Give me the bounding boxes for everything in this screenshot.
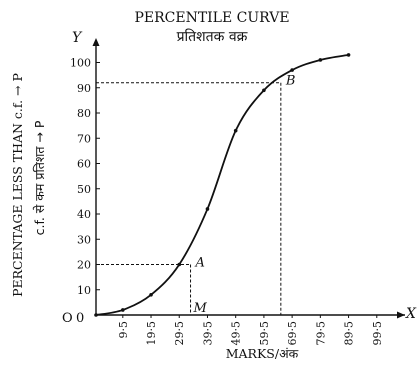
percentile-curve xyxy=(95,54,349,316)
y-tick-label: 60 xyxy=(77,158,91,171)
tick-labels: 10 20 30 40 50 60 70 80 90 100 9·5 19·5 29·5 39·5 49·5… xyxy=(62,30,417,346)
axes xyxy=(92,38,405,319)
guide-lines xyxy=(96,82,282,315)
data-point xyxy=(149,293,153,297)
data-point xyxy=(205,207,210,211)
x-tick-label: 19·5 xyxy=(145,321,158,346)
y-axis-arrow xyxy=(92,38,100,46)
point-label-b: B xyxy=(285,74,296,89)
y-tick-label: 30 xyxy=(77,233,91,246)
y-tick-label: 40 xyxy=(77,208,91,221)
x-axis-letter: X xyxy=(405,306,417,322)
data-point xyxy=(346,53,351,57)
y-tick-label: 80 xyxy=(77,107,91,120)
origin-label: O xyxy=(62,311,73,326)
y-tick-label: 100 xyxy=(70,57,91,70)
data-point xyxy=(262,88,266,93)
y-tick-label: 70 xyxy=(77,132,91,145)
data-point xyxy=(290,68,294,72)
x-tick-label: 69·5 xyxy=(286,321,299,346)
y-axis-label: PERCENTAGE LESS THAN c.f. → P xyxy=(10,73,25,297)
x-tick-label: 59·5 xyxy=(258,321,271,346)
y-tick-label: 10 xyxy=(77,284,91,297)
data-point xyxy=(94,313,98,317)
point-label-m: M xyxy=(193,301,208,316)
y-tick-label: 20 xyxy=(77,259,91,272)
x-tick-label: 99·5 xyxy=(371,321,384,346)
data-point xyxy=(233,128,238,133)
point-label-a: A xyxy=(195,256,205,271)
x-axis-label: MARKS/अंक xyxy=(226,346,299,361)
x-tick-label: 39·5 xyxy=(201,321,214,346)
x-axis-arrow xyxy=(397,311,405,319)
x-tick-label: 9·5 xyxy=(117,321,130,339)
origin-zero: 0 xyxy=(76,311,84,326)
curve-layer xyxy=(94,53,351,317)
annotations: A B M xyxy=(193,74,296,316)
y-tick-label: 90 xyxy=(77,82,91,95)
x-tick-label: 79·5 xyxy=(314,321,327,346)
y-axis-letter: Y xyxy=(72,30,83,46)
y-tick-label: 50 xyxy=(77,183,91,196)
x-tick-label: 89·5 xyxy=(343,321,356,346)
data-point xyxy=(318,58,323,62)
data-point xyxy=(177,262,182,267)
chart-subtitle: प्रतिशतक वक्र xyxy=(177,28,248,45)
chart-title: PERCENTILE CURVE xyxy=(134,10,289,26)
x-tick-label: 49·5 xyxy=(230,321,243,346)
y-axis-label-hindi: c.f. से कम प्रतिशत → P xyxy=(32,120,47,235)
data-point xyxy=(121,308,125,312)
x-tick-label: 29·5 xyxy=(173,321,186,346)
